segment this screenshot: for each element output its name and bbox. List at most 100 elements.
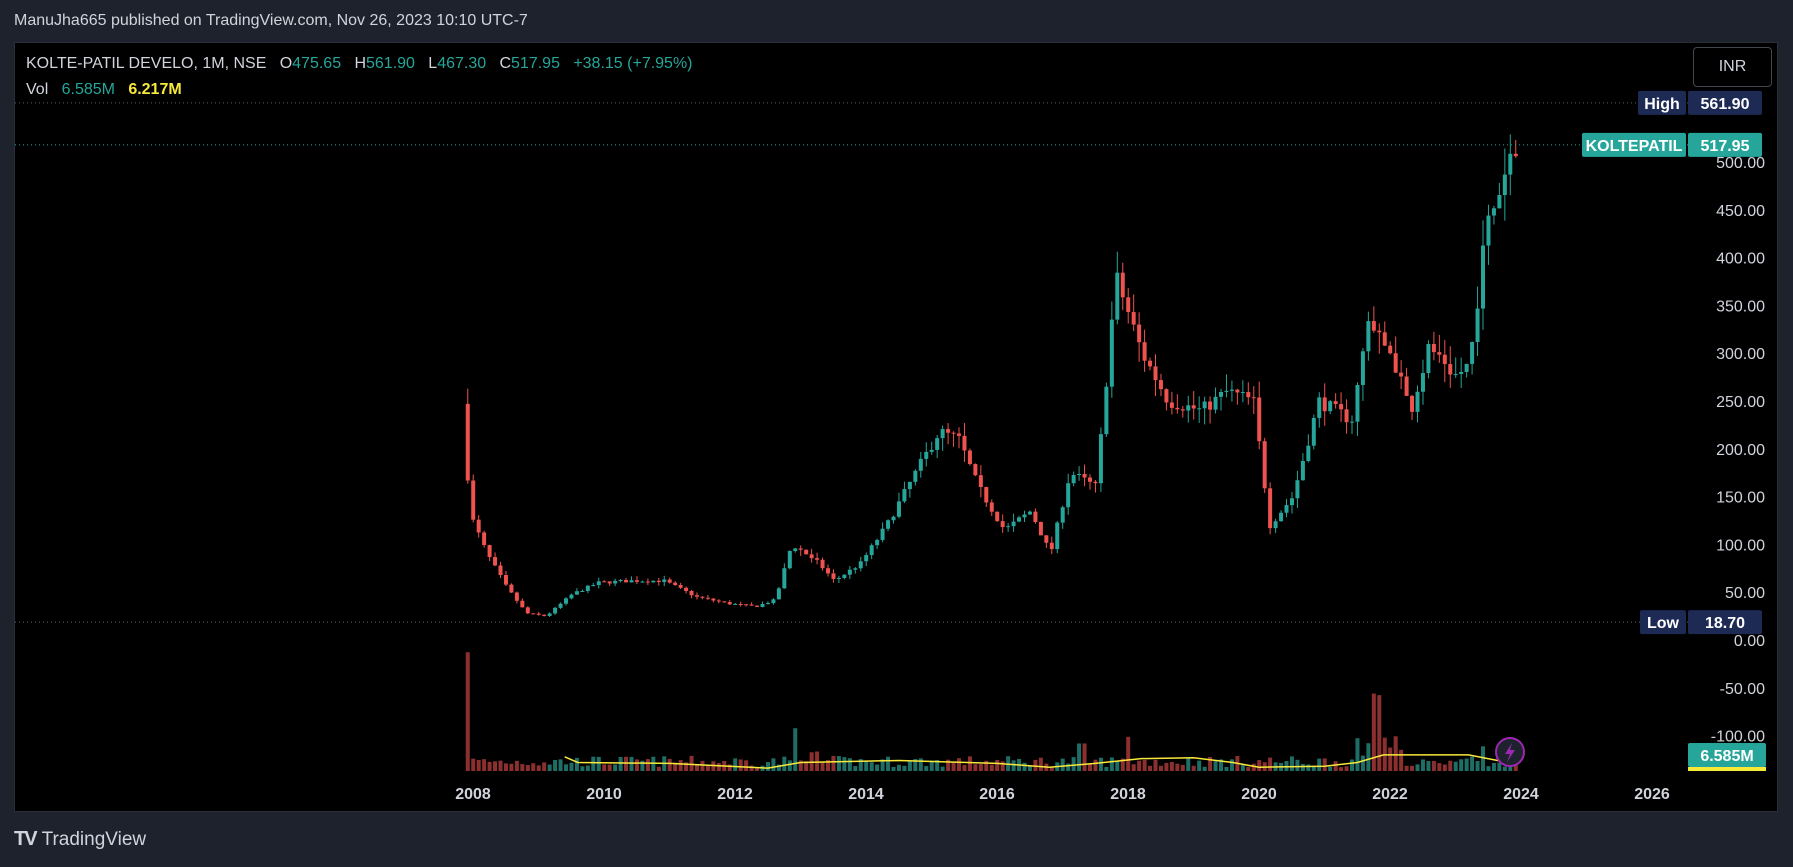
volume-bar [673, 762, 678, 771]
candle-body [929, 449, 934, 452]
candle-body [1164, 389, 1169, 403]
candle-body [1420, 373, 1425, 392]
y-tick-label: 500.00 [1716, 155, 1765, 172]
volume-bar [1049, 767, 1054, 771]
volume-bar [716, 763, 721, 771]
volume-bar [1437, 763, 1442, 771]
volume-bar [1497, 762, 1502, 771]
volume-bar [1093, 759, 1098, 771]
volume-badge: 6.585M [1688, 743, 1766, 771]
candle-body [1197, 408, 1202, 410]
volume-bar [1148, 765, 1153, 771]
y-tick-label: 300.00 [1716, 346, 1765, 363]
candle-body [607, 581, 612, 584]
volume-badge-value: 6.585M [1700, 748, 1753, 765]
volume-bar [1420, 759, 1425, 771]
volume-bar [1104, 766, 1109, 771]
candle-body [1481, 245, 1486, 309]
volume-bar [984, 760, 989, 771]
brand-name: TradingView [41, 828, 147, 850]
candle-body [645, 581, 650, 583]
y-tick-label: -100.00 [1711, 729, 1765, 746]
candle-body [1104, 386, 1109, 435]
candle-body [886, 520, 891, 529]
volume-bar [1459, 759, 1464, 771]
candle-body [1186, 405, 1191, 411]
volume-bar [705, 765, 710, 771]
candle-body [613, 580, 618, 584]
candle-body [1355, 384, 1360, 422]
candle-body [1126, 297, 1131, 313]
candle-body [809, 554, 814, 559]
volume-bar [1470, 756, 1475, 771]
candle-body [465, 403, 470, 481]
candle-body [907, 481, 912, 490]
candle-body [1093, 481, 1098, 484]
candle-body [1453, 374, 1458, 376]
candle-body [1158, 380, 1163, 390]
candle-body [891, 516, 896, 521]
volume-bar [667, 758, 672, 771]
candle-body [847, 569, 852, 575]
candle-body [727, 602, 732, 605]
volume-bar [1410, 765, 1415, 771]
candle-body [667, 579, 672, 583]
tradingview-logo[interactable]: TV TradingView [14, 828, 146, 851]
y-tick-label: 50.00 [1725, 585, 1765, 602]
candle-body [951, 432, 956, 434]
volume-bar [520, 764, 525, 771]
candle-body [869, 545, 874, 556]
candle-body [1273, 521, 1278, 529]
candle-body [1311, 417, 1316, 446]
candle-body [673, 582, 678, 586]
chart-pane[interactable] [14, 42, 1778, 812]
volume-bar [1404, 765, 1409, 771]
candle-body [520, 600, 525, 608]
volume-bar [640, 760, 645, 771]
candle-body [765, 603, 770, 605]
low-tag-label: Low [1647, 615, 1680, 632]
volume-bar [1317, 758, 1322, 771]
lightning-icon[interactable] [1495, 737, 1525, 767]
high-value: 561.90 [366, 55, 415, 72]
candle-body [962, 435, 967, 451]
volume-bar [727, 764, 732, 771]
candle-body [1208, 401, 1213, 410]
candle-body [564, 598, 569, 604]
candle-body [820, 559, 825, 569]
volume-bar [1426, 760, 1431, 771]
currency-button[interactable]: INR [1693, 47, 1772, 87]
candle-body [525, 607, 530, 614]
candle-body [984, 487, 989, 503]
volume-bar [1328, 766, 1333, 771]
volume-bar [1486, 766, 1491, 771]
volume-bar [613, 764, 618, 771]
volume-bar [962, 765, 967, 771]
volume-bar [1027, 766, 1032, 771]
candle-body [815, 558, 820, 560]
candle-body [624, 580, 629, 583]
volume-bar [536, 765, 541, 771]
candle-body [1257, 397, 1262, 442]
candle-body [585, 585, 590, 591]
candle-body [1017, 517, 1022, 522]
candle-body [913, 470, 918, 482]
candle-body [831, 573, 836, 579]
symbol-title: KOLTE-PATIL DEVELO, 1M, NSE [26, 55, 267, 72]
volume-bar [798, 760, 803, 771]
candle-body [1486, 215, 1491, 246]
volume-bar [836, 756, 841, 771]
y-tick-label: 450.00 [1716, 203, 1765, 220]
volume-bar [476, 759, 481, 771]
volume-bar [1464, 758, 1469, 771]
volume-bar [776, 764, 781, 771]
y-tick-label: 400.00 [1716, 251, 1765, 268]
volume-bar [542, 762, 547, 771]
candle-body [1224, 390, 1229, 393]
candle-body [1142, 342, 1147, 361]
volume-bar [946, 759, 951, 771]
candle-body [967, 450, 972, 465]
candle-body [1060, 507, 1065, 523]
open-value: 475.65 [292, 55, 342, 72]
